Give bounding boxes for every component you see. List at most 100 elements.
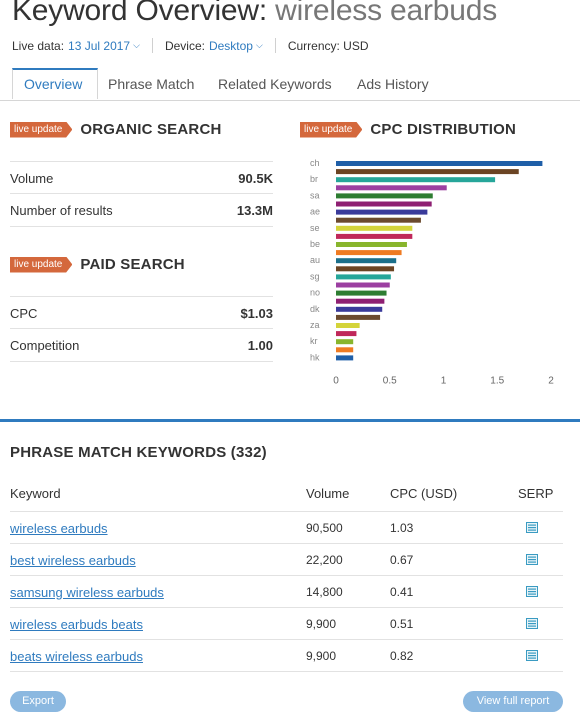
table-row: wireless earbuds beats 9,900 0.51 [10,607,563,640]
category-label: au [310,255,320,265]
x-tick-label: 1 [441,376,447,387]
cpc-bar [336,169,519,175]
tab-overview[interactable]: Overview [12,68,98,99]
metric-volume: Volume 90.5K [10,161,273,194]
cpc-distribution-header: live update CPC DISTRIBUTION [300,121,516,138]
serp-list-icon[interactable] [526,522,538,533]
serp-list-icon[interactable] [526,586,538,597]
cpc-bar [336,209,428,215]
table-bottom-border [10,671,563,672]
category-label: se [310,223,320,233]
page-title: Keyword Overview: wireless earbuds [12,0,497,28]
cpc-bar [336,290,387,296]
metric-competition: Competition 1.00 [10,328,273,362]
serp-list-icon[interactable] [526,650,538,661]
keyword-link[interactable]: best wireless earbuds [10,553,136,568]
metric-value: 13.3M [236,202,273,218]
metric-label: CPC [10,305,38,321]
cpc-cell: 0.82 [390,649,414,663]
cpc-bar [336,266,395,272]
metric-label: Number of results [10,202,113,218]
chevron-down-icon[interactable]: ⌵ [133,40,140,50]
category-label: no [310,288,320,298]
title-prefix: Keyword Overview: [12,0,268,27]
table-row: beats wireless earbuds 9,900 0.82 [10,639,563,672]
cpc-distribution-chart: ch br sa ae se be au sg no dk za kr hk 0 0.5 1 1.5 2 [310,158,554,387]
metric-value: 90.5K [238,170,273,186]
metric-value: $1.03 [240,305,273,321]
metric-cpc: CPC $1.03 [10,296,273,329]
keyword-link[interactable]: wireless earbuds [10,521,108,536]
cpc-cell: 0.51 [390,617,414,631]
category-label: sg [310,271,320,281]
cpc-bar [336,314,381,320]
serp-list-icon[interactable] [526,618,538,629]
section-divider [0,419,580,422]
live-update-badge: live update [10,256,73,273]
cpc-bar [336,306,383,312]
cpc-bar [336,161,543,166]
live-update-badge: live update [10,121,73,138]
cpc-bar [336,355,354,361]
cpc-bar [336,274,391,280]
cpc-bar [336,347,354,353]
cpc-bar [336,217,421,223]
currency-text: Currency: USD [287,38,369,53]
cpc-bar [336,331,357,337]
column-header-cpc: CPC (USD) [390,486,458,501]
meta-divider [151,38,153,53]
cpc-bar [336,323,360,328]
x-tick-label: 0.5 [383,376,397,387]
live-update-badge: live update [300,121,363,138]
category-label: dk [310,304,320,314]
volume-cell: 9,900 [306,617,337,631]
view-full-report-button[interactable]: View full report [463,691,563,712]
metric-value: 1.00 [247,337,273,353]
cpc-bar [336,225,413,231]
x-tick-label: 1.5 [490,376,504,387]
category-label: kr [310,336,318,346]
live-data-date-dropdown[interactable]: 13 Jul 2017 [68,38,131,53]
column-header-volume: Volume [306,486,350,501]
phrase-match-title: PHRASE MATCH KEYWORDS (332) [10,444,267,461]
table-row: wireless earbuds 90,500 1.03 [10,511,563,544]
category-label: ae [310,207,320,217]
tab-phrase-match[interactable]: Phrase Match [108,76,195,92]
cpc-bar [336,242,407,247]
chevron-down-icon[interactable]: ⌵ [255,40,263,50]
organic-search-header: live update ORGANIC SEARCH [10,121,222,138]
keyword-link[interactable]: wireless earbuds beats [10,617,143,632]
cpc-distribution-title: CPC DISTRIBUTION [370,121,517,138]
category-label: be [310,239,320,249]
category-label: hk [310,352,320,362]
cpc-cell: 0.67 [390,553,414,567]
device-label: Device: [164,38,205,53]
keyword-link[interactable]: samsung wireless earbuds [10,585,164,600]
live-data-label: Live data: [12,38,65,53]
x-tick-label: 0 [333,376,339,387]
category-label: br [310,174,318,184]
tab-ads-history[interactable]: Ads History [357,76,429,92]
keyword-link[interactable]: beats wireless earbuds [10,649,143,664]
tab-related-keywords[interactable]: Related Keywords [218,76,332,92]
category-label: sa [310,190,320,200]
device-dropdown[interactable]: Desktop [208,38,253,53]
volume-cell: 14,800 [306,585,343,599]
table-row: best wireless earbuds 22,200 0.67 [10,543,563,576]
table-row: samsung wireless earbuds 14,800 0.41 [10,575,563,608]
column-header-keyword: Keyword [10,486,61,501]
column-header-serp: SERP [518,486,554,501]
serp-list-icon[interactable] [526,554,538,565]
cpc-bar [336,185,447,191]
metric-label: Volume [10,170,54,186]
organic-search-title: ORGANIC SEARCH [80,121,222,138]
cpc-bar [336,193,433,199]
volume-cell: 9,900 [306,649,337,663]
volume-cell: 22,200 [306,553,343,567]
export-button[interactable]: Export [10,691,66,712]
x-tick-label: 2 [548,376,554,387]
category-label: ch [310,158,320,168]
cpc-cell: 0.41 [390,585,414,599]
meta-divider [274,38,276,53]
cpc-bar [336,177,496,183]
